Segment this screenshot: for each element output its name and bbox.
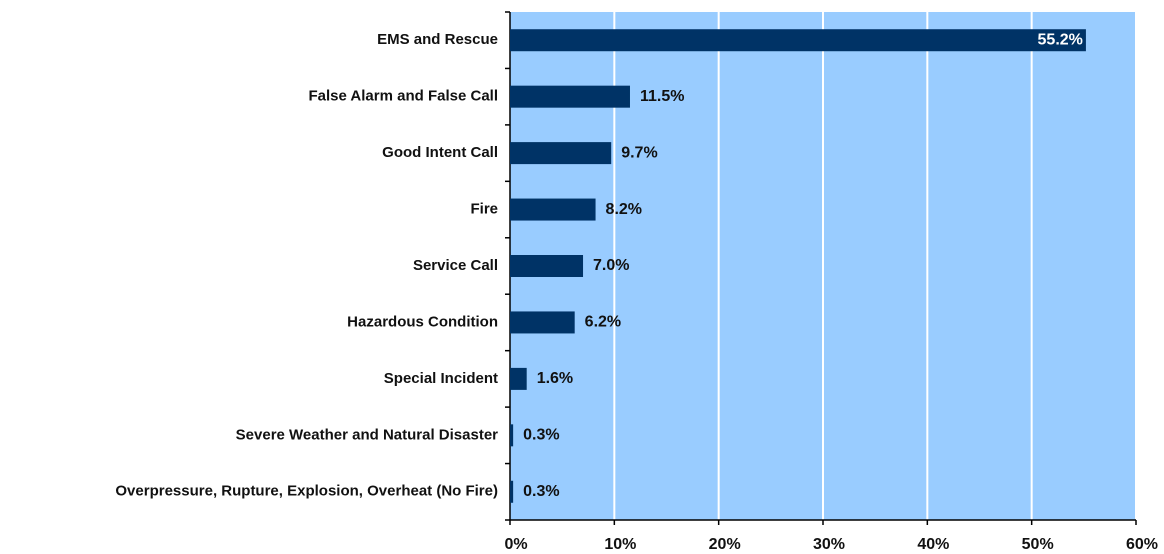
x-tick-label: 60%	[1126, 536, 1158, 553]
category-label: EMS and Rescue	[377, 31, 498, 48]
x-tick-label: 50%	[1022, 536, 1054, 553]
bar	[510, 424, 514, 447]
category-label: False Alarm and False Call	[308, 88, 498, 105]
bar	[510, 255, 584, 277]
bar	[510, 480, 514, 503]
category-label: Severe Weather and Natural Disaster	[236, 426, 499, 443]
category-label: Overpressure, Rupture, Explosion, Overhe…	[115, 483, 498, 500]
value-label: 8.2%	[606, 201, 642, 218]
x-tick-label: 40%	[917, 536, 949, 553]
x-tick-label: 10%	[604, 536, 636, 553]
bar	[510, 198, 596, 221]
value-label: 9.7%	[621, 144, 657, 161]
category-label: Fire	[470, 201, 498, 218]
bar	[510, 311, 575, 334]
x-tick-label: 20%	[709, 536, 741, 553]
value-label: 0.3%	[523, 483, 559, 500]
x-tick-label: 30%	[813, 536, 845, 553]
bar	[510, 85, 630, 108]
value-label: 1.6%	[537, 370, 573, 387]
category-label: Service Call	[413, 257, 498, 274]
value-label: 6.2%	[585, 314, 621, 331]
bar	[510, 29, 1086, 52]
category-label: Good Intent Call	[382, 144, 498, 161]
category-label: Hazardous Condition	[347, 313, 498, 330]
bar	[510, 142, 612, 165]
x-tick-label: 0%	[504, 536, 527, 553]
value-label: 55.2%	[1038, 31, 1083, 48]
bar	[510, 367, 527, 390]
value-label: 0.3%	[523, 427, 559, 444]
value-label: 11.5%	[640, 88, 684, 105]
category-label: Special Incident	[384, 370, 498, 387]
value-label: 7.0%	[593, 257, 629, 274]
